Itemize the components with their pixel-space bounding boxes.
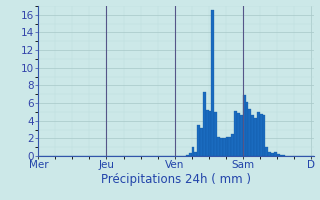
- Bar: [251, 115, 254, 156]
- Bar: [237, 113, 240, 156]
- Bar: [274, 152, 277, 156]
- Bar: [200, 128, 203, 156]
- Bar: [214, 112, 217, 156]
- Bar: [212, 10, 214, 156]
- Bar: [189, 153, 192, 156]
- Bar: [197, 125, 200, 156]
- Bar: [265, 147, 268, 156]
- Bar: [226, 137, 228, 156]
- Bar: [220, 138, 223, 156]
- Bar: [243, 95, 245, 156]
- Bar: [240, 115, 243, 156]
- Bar: [231, 134, 234, 156]
- Bar: [209, 111, 212, 156]
- Bar: [277, 154, 280, 156]
- Bar: [271, 153, 274, 156]
- Bar: [268, 152, 271, 156]
- Bar: [223, 138, 226, 156]
- Bar: [206, 110, 209, 156]
- Bar: [260, 114, 262, 156]
- Bar: [248, 109, 251, 156]
- Bar: [217, 137, 220, 156]
- Bar: [282, 155, 285, 156]
- X-axis label: Précipitations 24h ( mm ): Précipitations 24h ( mm ): [101, 173, 251, 186]
- Bar: [192, 147, 195, 156]
- Bar: [280, 155, 282, 156]
- Bar: [203, 92, 206, 156]
- Bar: [257, 112, 260, 156]
- Bar: [195, 152, 197, 156]
- Bar: [254, 118, 257, 156]
- Bar: [245, 102, 248, 156]
- Bar: [234, 111, 237, 156]
- Bar: [262, 115, 265, 156]
- Bar: [186, 155, 189, 156]
- Bar: [228, 137, 231, 156]
